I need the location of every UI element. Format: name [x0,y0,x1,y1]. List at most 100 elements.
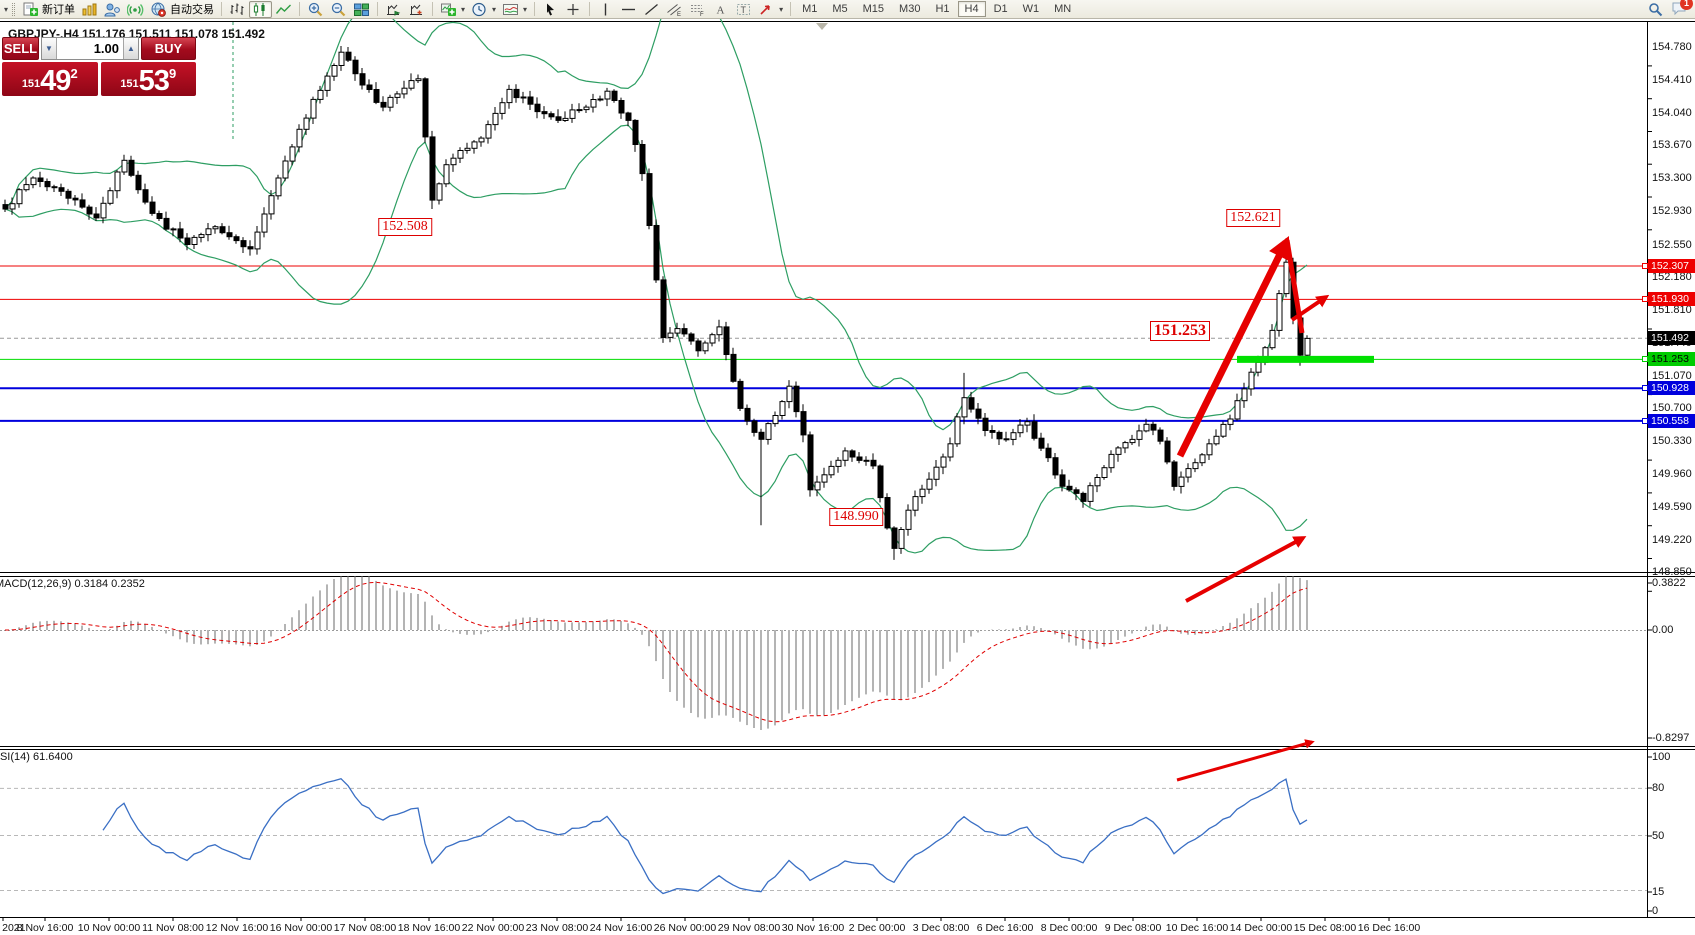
templates-caret-icon: ▾ [523,4,528,14]
signals-icon [127,3,144,16]
buy-button[interactable]: BUY [141,37,196,60]
vertical-line-button[interactable] [594,1,617,18]
fibonacci-icon: F [691,4,704,17]
cursor-icon [547,3,555,15]
horizontal-line-button[interactable] [617,1,640,18]
sell-price-figure: 151 [21,78,41,90]
chart-shift-button[interactable] [405,1,428,18]
new-order-button[interactable]: 新订单 [19,1,78,18]
time-axis-label: 16 Nov 00:00 [269,922,333,934]
tile-windows-icon [354,3,370,16]
time-axis-label: 10 Dec 16:00 [1165,922,1229,934]
notification-badge: 1 [1680,0,1693,10]
search-icon[interactable] [1648,2,1663,17]
toolbar-overflow-icon[interactable]: ▾ [4,4,9,14]
timeframe-h4[interactable]: H4 [957,1,986,17]
text-label-icon: T [737,3,751,15]
candlestick-chart-icon [253,2,265,16]
timeframe-m30[interactable]: M30 [899,3,921,15]
new-order-icon [23,2,39,16]
price-annotation-box[interactable]: 152.621 [1226,209,1280,227]
sell-button[interactable]: SELL [2,37,39,60]
templates-button[interactable]: ▾ [499,1,530,18]
signals-button[interactable] [124,1,147,18]
price-annotation-box[interactable]: 148.990 [829,508,883,526]
vertical-line-icon [604,3,607,15]
tile-windows-button[interactable] [350,1,373,18]
rsi-indicator-label: RSI(14) 61.6400 [0,751,73,763]
candlestick-chart-button[interactable] [249,0,273,18]
line-anchor [1642,385,1648,392]
time-axis-label: 16 Dec 16:00 [1357,922,1421,934]
price-axis-tick: 150.330 [1652,435,1692,448]
timeframe-d1[interactable]: D1 [993,3,1008,15]
periods-caret-icon: ▾ [492,4,497,14]
arrows-caret-icon: ▾ [779,4,784,14]
text-button[interactable]: A [709,1,732,18]
volume-input[interactable] [57,38,123,59]
sell-price-point: 2 [70,66,78,81]
toolbar-grip[interactable] [12,2,16,16]
buy-price-display[interactable]: 151 53 9 [100,62,196,97]
line-anchor [1642,417,1648,424]
channel-button[interactable]: E [663,1,686,18]
price-axis-tick: 152.180 [1652,271,1692,284]
crosshair-button[interactable] [562,1,585,18]
arrows-button[interactable]: ▾ [755,1,786,18]
indicators-icon [441,3,457,16]
indicators-button[interactable]: ▾ [437,1,468,18]
volume-decrease-button[interactable]: ▼ [42,38,57,59]
price-level-badge: 151.492 [1648,331,1695,346]
price-axis-tick: 152.930 [1652,204,1692,217]
fibonacci-button[interactable]: F [686,1,709,18]
new-chart-button[interactable] [78,1,101,18]
crosshair-icon [567,3,579,15]
profiles-button[interactable] [101,1,124,18]
line-anchor [1642,356,1648,363]
line-chart-icon [275,4,292,14]
zoom-in-button[interactable] [304,1,327,18]
autotrade-button[interactable]: 自动交易 [147,1,217,18]
autoscroll-icon [387,4,401,16]
indicator-axis-tick: -0.8297 [1652,732,1690,744]
timeframe-toolbar: M1 M5 M15 M30 H1 H4 D1 W1 MN [795,1,1078,17]
timeframe-m1[interactable]: M1 [802,3,818,15]
trendline-button[interactable] [640,1,663,18]
volume-stepper: ▼ ▲ [41,37,139,60]
indicator-axis-tick: 50 [1652,830,1665,842]
sell-price-display[interactable]: 151 49 2 [2,62,98,96]
bar-chart-button[interactable] [226,1,249,18]
price-annotation-box[interactable]: 151.253 [1150,321,1210,341]
volume-increase-button[interactable]: ▲ [123,38,138,59]
time-axis-label: 22 Nov 00:00 [461,922,525,934]
price-axis-tick: 152.550 [1652,238,1692,251]
cursor-button[interactable] [539,1,562,18]
periods-button[interactable]: ▾ [468,1,499,18]
buy-price-figure: 151 [120,78,139,90]
time-axis-label: 30 Nov 16:00 [781,922,845,934]
timeframe-m5[interactable]: M5 [832,3,848,15]
time-axis-label: 29 Nov 08:00 [717,922,781,934]
svg-text:E: E [677,12,681,17]
text-label-button[interactable]: T [732,1,755,18]
time-axis-label: 15 Dec 08:00 [1293,922,1357,934]
line-anchor [1642,263,1648,269]
sell-price-pips: 49 [40,65,71,97]
timeframe-w1[interactable]: W1 [1022,3,1040,15]
timeframe-mn[interactable]: MN [1054,3,1072,15]
time-axis-label: 17 Nov 08:00 [333,922,397,934]
price-annotation-box[interactable]: 152.508 [378,218,432,236]
price-axis-tick: 150.700 [1652,402,1692,415]
notifications-button[interactable]: 1 [1671,0,1693,18]
timeframe-h1[interactable]: H1 [935,3,950,15]
line-chart-button[interactable] [272,1,295,18]
new-chart-icon [82,3,97,15]
autoscroll-button[interactable] [382,1,405,18]
timeframe-m15[interactable]: M15 [862,3,885,15]
bar-chart-icon [230,3,244,15]
svg-text:T: T [741,5,747,15]
main-toolbar: ▾ 新订单 自动交易 [0,0,1695,19]
zoom-out-button[interactable] [327,1,350,18]
buy-price-pips: 53 [138,65,170,97]
